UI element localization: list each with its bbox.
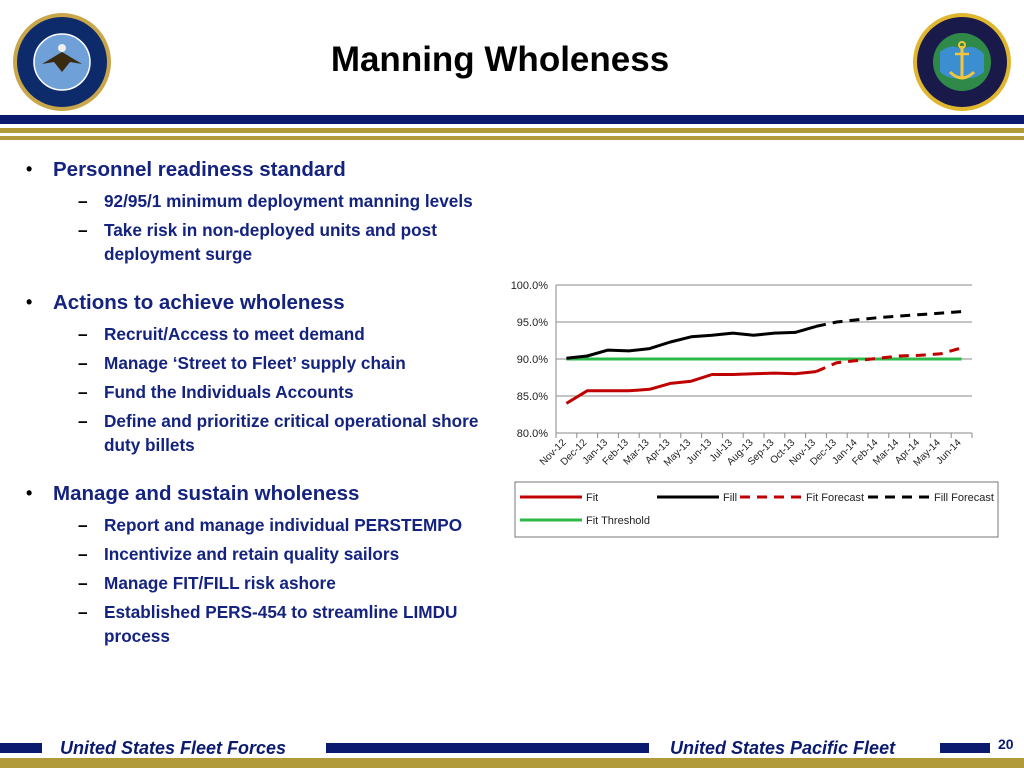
x-tick-label: Apr-14 [893, 437, 922, 466]
sub-bullet-item: Define and prioritize critical operation… [26, 409, 494, 457]
x-tick-label: Mar-13 [622, 437, 652, 467]
bullet-item: Manage and sustain wholeness [26, 479, 546, 508]
footer-bar-right [940, 743, 990, 753]
footer-bar-middle [326, 743, 649, 753]
page-number: 20 [998, 736, 1014, 752]
sub-bullet-item: Report and manage individual PERSTEMPO [26, 513, 546, 537]
x-tick-label: May-14 [912, 437, 944, 469]
bullet-item: Personnel readiness standard [26, 155, 546, 184]
footer-left-text: United States Fleet Forces [60, 738, 287, 758]
sub-bullet-item: Manage ‘Street to Fleet’ supply chain [26, 351, 546, 375]
bullet-list: Personnel readiness standard 92/95/1 min… [26, 155, 546, 648]
x-tick-label: Nov-13 [788, 437, 819, 468]
series-line-fill-forecast [815, 310, 962, 328]
x-tick-label: Dec-12 [559, 437, 590, 468]
legend-label: Fit [586, 492, 598, 504]
header-band-gold-thin [0, 136, 1024, 140]
header-band-gold [0, 128, 1024, 133]
sub-bullet-item: Established PERS-454 to streamline LIMDU… [26, 600, 524, 648]
x-tick-label: Mar-14 [871, 437, 901, 467]
x-tick-label: Feb-13 [601, 437, 631, 467]
legend-label: Fit Forecast [806, 492, 864, 504]
header-band-navy [0, 115, 1024, 124]
sub-bullet-item: Take risk in non-deployed units and post… [26, 218, 504, 266]
x-tick-label: Jan-14 [830, 437, 860, 467]
series-line-fill [566, 324, 817, 360]
sub-bullet-item: Manage FIT/FILL risk ashore [26, 571, 546, 595]
footer-band-gold [0, 758, 1024, 768]
x-tick-label: Dec-13 [808, 437, 839, 468]
chart-legend [514, 481, 999, 538]
bullet-item: Actions to achieve wholeness [26, 288, 546, 317]
x-tick-label: Feb-14 [850, 437, 880, 467]
slide-title: Manning Wholeness [330, 40, 670, 79]
sub-bullet-item: 92/95/1 minimum deployment manning level… [26, 189, 546, 213]
x-tick-label: Jun-13 [685, 437, 715, 467]
x-tick-label: Jul-13 [708, 437, 735, 464]
legend-label: Fill [723, 492, 737, 504]
x-tick-label: May-13 [662, 437, 694, 469]
series-line-fit [565, 370, 817, 405]
footer-bar-left [0, 743, 42, 753]
sub-bullet-item: Fund the Individuals Accounts [26, 380, 546, 404]
x-tick-label: Aug-13 [725, 437, 756, 468]
fleet-forces-command-seal [12, 12, 112, 112]
footer-right-text: United States Pacific Fleet [670, 738, 896, 758]
x-tick-label: Jun-14 [934, 437, 964, 467]
pacific-fleet-seal [912, 12, 1012, 112]
x-tick-label: Sep-13 [746, 437, 777, 468]
sub-bullet-item: Recruit/Access to meet demand [26, 322, 546, 346]
legend-label: Fill Forecast [934, 492, 994, 504]
x-tick-label: Apr-13 [644, 437, 673, 466]
legend-label: Fit Threshold [586, 515, 650, 527]
x-tick-label: Oct-13 [768, 437, 797, 466]
sub-bullet-item: Incentivize and retain quality sailors [26, 542, 546, 566]
x-tick-label: Jan-13 [581, 437, 611, 467]
series-line-fit-forecast [815, 346, 963, 373]
